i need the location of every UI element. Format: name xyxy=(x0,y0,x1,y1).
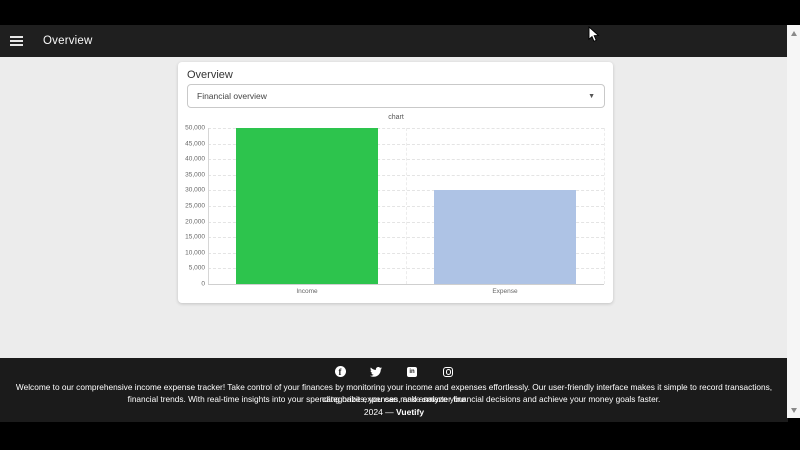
y-tick-label: 25,000 xyxy=(185,202,205,210)
footer-description-line1: Welcome to our comprehensive income expe… xyxy=(15,382,773,404)
scroll-up-button[interactable] xyxy=(787,27,800,39)
y-tick-label: 10,000 xyxy=(185,249,205,257)
chart-title: chart xyxy=(388,114,404,121)
copyright-year: 2024 — xyxy=(363,407,397,417)
instagram-button[interactable] xyxy=(442,365,455,378)
y-tick-label: 30,000 xyxy=(185,186,205,194)
footer-description-line2: financial trends. With real-time insight… xyxy=(127,394,661,404)
app-bar: Overview xyxy=(0,25,788,57)
social-icons-row: f in xyxy=(0,365,788,378)
main-content: Overview Financial overview ▼ chart 0 5,0… xyxy=(0,57,788,358)
copyright: 2024 — Vuetify xyxy=(10,407,778,417)
financial-overview-select[interactable]: Financial overview ▼ xyxy=(187,84,605,108)
bar-expense[interactable] xyxy=(433,190,577,284)
vertical-gridline xyxy=(604,128,605,284)
bar-chart[interactable]: chart 0 5,000 10,000 15,000 20,000 25,000 30,0… xyxy=(185,112,605,300)
letterbox-bottom xyxy=(0,422,800,450)
twitter-button[interactable] xyxy=(370,365,383,378)
facebook-button[interactable]: f xyxy=(334,365,347,378)
chart-x-axis: Income Expense xyxy=(208,286,604,296)
y-tick-label: 0 xyxy=(201,280,205,288)
y-tick-label: 45,000 xyxy=(185,140,205,148)
mouse-cursor xyxy=(588,26,600,42)
scroll-up-arrow-icon xyxy=(790,30,797,36)
select-value: Financial overview xyxy=(197,91,267,101)
y-tick-label: 20,000 xyxy=(185,218,205,226)
y-tick-label: 40,000 xyxy=(185,155,205,163)
overview-card: Overview Financial overview ▼ chart 0 5,0… xyxy=(178,62,613,303)
scroll-down-button[interactable] xyxy=(787,404,800,416)
y-tick-label: 5,000 xyxy=(188,264,205,272)
facebook-icon: f xyxy=(334,366,346,377)
instagram-icon xyxy=(443,366,453,377)
footer: f in Welcome to our comprehensive income… xyxy=(0,358,788,422)
hamburger-menu-icon xyxy=(10,36,32,38)
letterbox-top xyxy=(0,0,800,25)
y-tick-label: 35,000 xyxy=(185,171,205,179)
menu-button[interactable] xyxy=(10,32,32,50)
scroll-down-arrow-icon xyxy=(790,407,797,413)
chart-plot xyxy=(208,128,605,285)
x-tick-label: Income xyxy=(296,288,318,295)
brand-name: Vuetify xyxy=(396,407,425,417)
scrollbar[interactable] xyxy=(787,25,800,418)
vertical-gridline xyxy=(406,128,407,284)
linkedin-icon: in xyxy=(407,366,417,377)
vertical-gridline xyxy=(208,128,209,284)
x-tick-label: Expense xyxy=(492,288,518,295)
app-bar-title: Overview xyxy=(43,35,93,47)
card-title: Overview xyxy=(187,69,233,81)
bar-income[interactable] xyxy=(235,128,379,284)
linkedin-button[interactable]: in xyxy=(406,365,419,378)
y-tick-label: 50,000 xyxy=(185,124,205,132)
y-tick-label: 15,000 xyxy=(185,233,205,241)
chevron-down-icon: ▼ xyxy=(588,92,595,100)
twitter-icon xyxy=(370,366,382,377)
chart-y-axis: 0 5,000 10,000 15,000 20,000 25,000 30,000 35,0… xyxy=(185,124,205,288)
gridline xyxy=(208,284,604,285)
